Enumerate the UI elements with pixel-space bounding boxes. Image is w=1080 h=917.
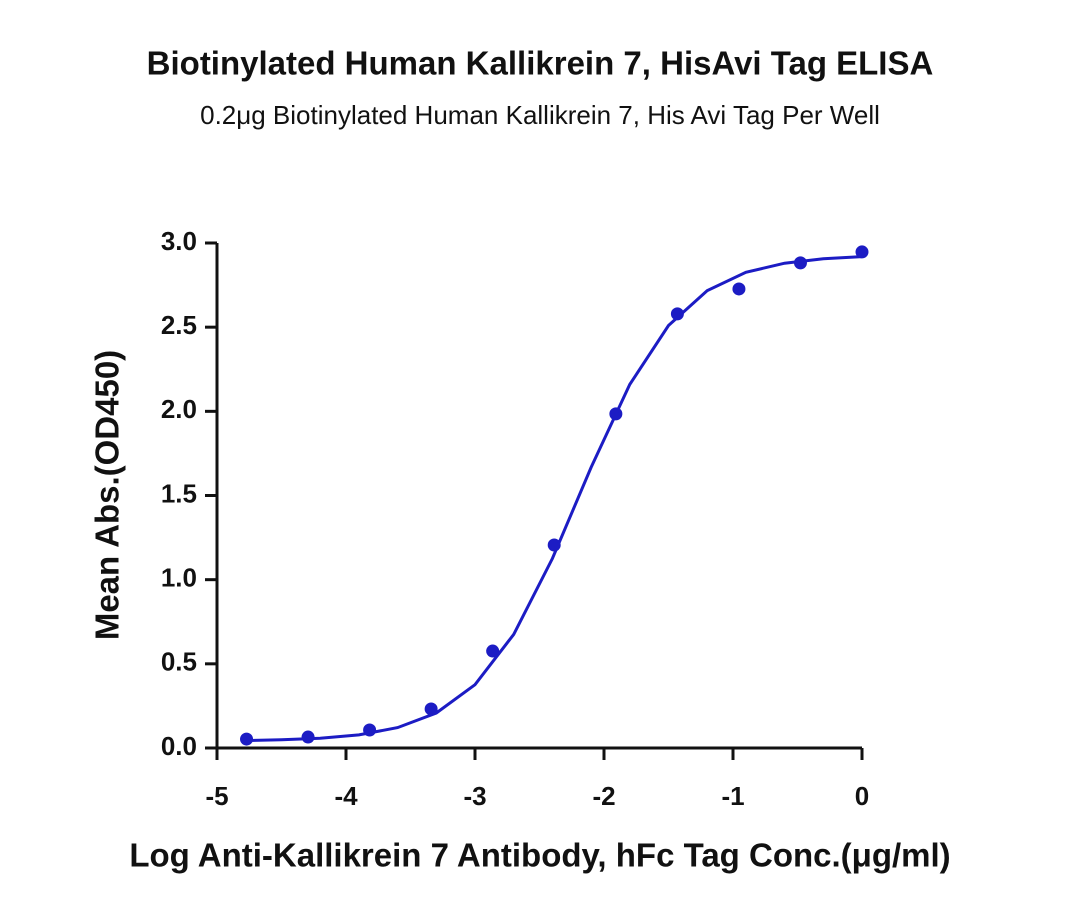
x-tick-label: -2 [592,781,615,811]
x-tick-label: 0 [855,781,869,811]
y-tick-label: 1.0 [161,563,197,593]
chart-subtitle: 0.2μg Biotinylated Human Kallikrein 7, H… [200,100,880,130]
y-tick-label: 2.5 [161,310,197,340]
x-tick-label: -1 [721,781,744,811]
chart-title: Biotinylated Human Kallikrein 7, HisAvi … [147,45,934,82]
x-tick-label: -3 [463,781,486,811]
x-tick-label: -5 [205,781,228,811]
y-tick-label: 0.5 [161,647,197,677]
x-axis-label: Log Anti-Kallikrein 7 Antibody, hFc Tag … [129,837,950,874]
y-axis-label: Mean Abs.(OD450) [89,350,126,640]
data-point [732,282,746,296]
x-tick-label: -4 [334,781,358,811]
y-tick-label: 3.0 [161,226,197,256]
data-point [486,644,500,658]
y-tick-label: 1.5 [161,478,197,508]
y-tick-label: 0.0 [161,731,197,761]
data-point [855,245,869,259]
data-point [670,307,684,321]
y-tick-label: 2.0 [161,394,197,424]
fit-curve [242,255,863,743]
